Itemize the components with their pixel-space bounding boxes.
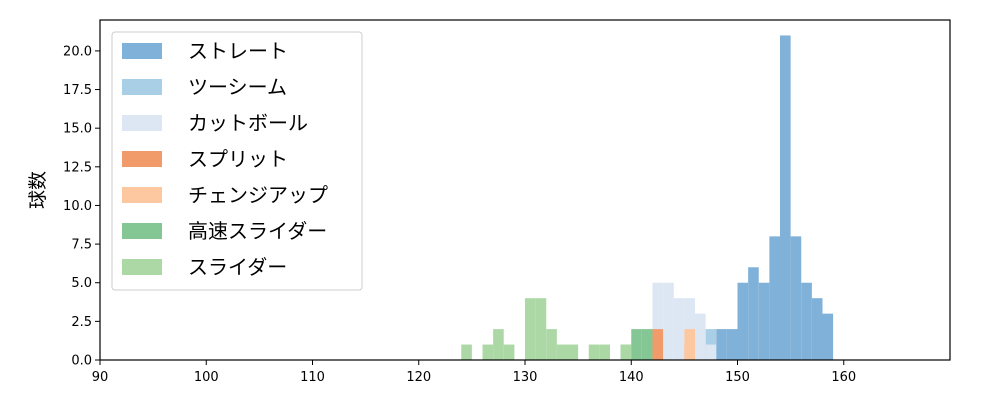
bar-6-0 bbox=[461, 344, 472, 360]
bar-0-9 bbox=[801, 282, 812, 360]
bar-0-10 bbox=[811, 298, 823, 360]
legend-label-6: スライダー bbox=[188, 255, 287, 279]
bar-0-6 bbox=[769, 236, 780, 360]
legend-label-2: カットボール bbox=[188, 111, 308, 135]
legend-label-4: チェンジアップ bbox=[188, 183, 328, 207]
bar-0-4 bbox=[748, 267, 759, 360]
bar-6-1 bbox=[482, 344, 494, 360]
x-tick-label-5: 140 bbox=[619, 370, 644, 385]
bar-0-1 bbox=[716, 329, 727, 360]
bar-2-2 bbox=[673, 298, 685, 360]
bar-0-11 bbox=[822, 313, 834, 360]
legend-swatch-1 bbox=[122, 79, 162, 95]
bar-2-5 bbox=[705, 344, 717, 360]
legend-label-0: ストレート bbox=[188, 39, 288, 63]
bar-2-0 bbox=[652, 282, 664, 360]
y-axis: 0.0 2.5 5.0 7.5 10.0 12.5 15.0 17.5 20.0 bbox=[63, 44, 100, 369]
bar-6-5 bbox=[535, 298, 547, 360]
bar-6-4 bbox=[525, 298, 536, 360]
bar-2-4 bbox=[695, 313, 706, 360]
x-tick-label-1: 100 bbox=[194, 370, 219, 385]
bar-6-8 bbox=[567, 344, 579, 360]
bar-3-0 bbox=[652, 329, 664, 360]
y-tick-label-6: 15.0 bbox=[63, 122, 92, 137]
x-tick-label-0: 90 bbox=[92, 370, 109, 385]
bar-0-3 bbox=[737, 282, 749, 360]
legend-swatch-0 bbox=[122, 43, 162, 59]
x-tick-label-3: 120 bbox=[406, 370, 431, 385]
y-axis-title: 球数 bbox=[27, 171, 49, 209]
bar-6-2 bbox=[493, 329, 504, 360]
y-tick-label-5: 12.5 bbox=[63, 160, 92, 175]
legend-swatch-3 bbox=[122, 151, 162, 167]
bar-2-1 bbox=[663, 282, 674, 360]
x-tick-label-6: 150 bbox=[725, 370, 750, 385]
bar-4-0 bbox=[684, 329, 695, 360]
bar-6-11 bbox=[620, 344, 632, 360]
y-tick-label-3: 7.5 bbox=[71, 238, 92, 253]
y-tick-label-4: 10.0 bbox=[63, 199, 92, 214]
y-tick-label-0: 0.0 bbox=[71, 354, 92, 369]
legend-swatch-6 bbox=[122, 259, 162, 275]
bar-0-8 bbox=[790, 236, 802, 360]
y-tick-label-7: 17.5 bbox=[63, 83, 92, 98]
x-tick-label-2: 110 bbox=[300, 370, 325, 385]
bar-6-10 bbox=[599, 344, 610, 360]
legend-label-1: ツーシーム bbox=[188, 75, 287, 99]
bar-0-5 bbox=[758, 282, 770, 360]
legend-swatch-2 bbox=[122, 115, 162, 131]
bar-5-2 bbox=[641, 329, 653, 360]
bars-layer bbox=[461, 35, 834, 361]
x-axis: 90 100 110 120 130 140 150 160 bbox=[92, 360, 856, 385]
bar-6-7 bbox=[556, 344, 568, 360]
bar-6-3 bbox=[503, 344, 515, 360]
x-tick-label-4: 130 bbox=[513, 370, 538, 385]
bar-6-6 bbox=[546, 329, 557, 360]
legend-swatch-5 bbox=[122, 223, 162, 239]
y-tick-label-1: 2.5 bbox=[71, 315, 92, 330]
x-tick-label-7: 160 bbox=[831, 370, 856, 385]
legend-label-3: スプリット bbox=[188, 147, 288, 171]
bar-5-1 bbox=[631, 329, 642, 360]
bar-6-9 bbox=[588, 344, 600, 360]
bar-0-2 bbox=[726, 329, 738, 360]
legend-swatch-4 bbox=[122, 187, 162, 203]
legend-label-5: 高速スライダー bbox=[188, 219, 327, 243]
y-tick-label-2: 5.0 bbox=[71, 276, 92, 291]
legend-box bbox=[111, 31, 363, 291]
bar-0-7 bbox=[780, 35, 791, 361]
y-tick-label-8: 20.0 bbox=[63, 44, 92, 59]
